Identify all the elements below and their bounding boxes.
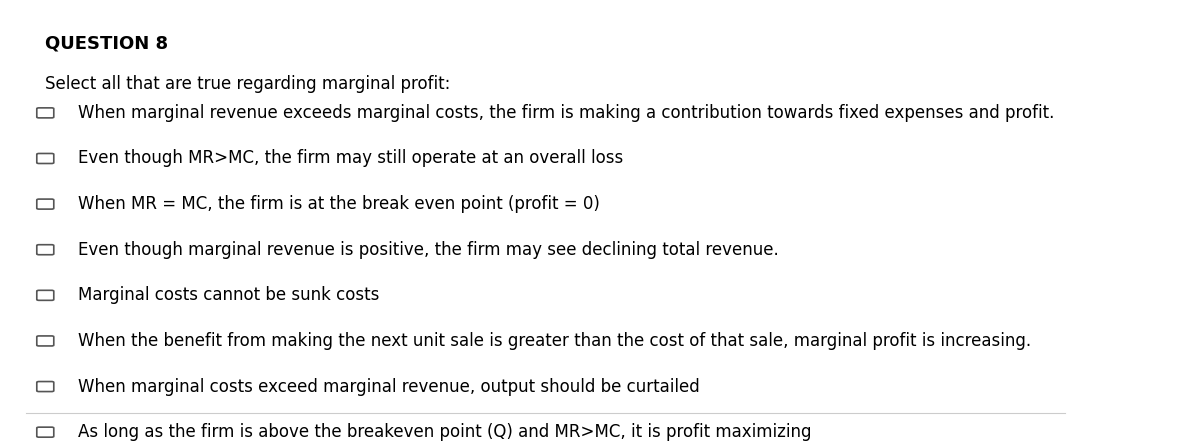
Text: When the benefit from making the next unit sale is greater than the cost of that: When the benefit from making the next un… xyxy=(78,332,1031,350)
Text: As long as the firm is above the breakeven point (Q) and MR>MC, it is profit max: As long as the firm is above the breakev… xyxy=(78,423,811,441)
Text: When marginal revenue exceeds marginal costs, the firm is making a contribution : When marginal revenue exceeds marginal c… xyxy=(78,104,1054,122)
Text: QUESTION 8: QUESTION 8 xyxy=(46,34,168,52)
FancyBboxPatch shape xyxy=(37,336,54,346)
FancyBboxPatch shape xyxy=(37,108,54,118)
FancyBboxPatch shape xyxy=(37,245,54,255)
Text: Even though MR>MC, the firm may still operate at an overall loss: Even though MR>MC, the firm may still op… xyxy=(78,150,623,167)
Text: Even though marginal revenue is positive, the firm may see declining total reven: Even though marginal revenue is positive… xyxy=(78,241,779,259)
Text: When marginal costs exceed marginal revenue, output should be curtailed: When marginal costs exceed marginal reve… xyxy=(78,377,700,396)
FancyBboxPatch shape xyxy=(37,381,54,392)
FancyBboxPatch shape xyxy=(37,290,54,300)
FancyBboxPatch shape xyxy=(37,154,54,163)
FancyBboxPatch shape xyxy=(37,427,54,437)
Text: Select all that are true regarding marginal profit:: Select all that are true regarding margi… xyxy=(46,74,451,93)
Text: Marginal costs cannot be sunk costs: Marginal costs cannot be sunk costs xyxy=(78,286,379,304)
FancyBboxPatch shape xyxy=(37,199,54,209)
Text: When MR = MC, the firm is at the break even point (profit = 0): When MR = MC, the firm is at the break e… xyxy=(78,195,600,213)
